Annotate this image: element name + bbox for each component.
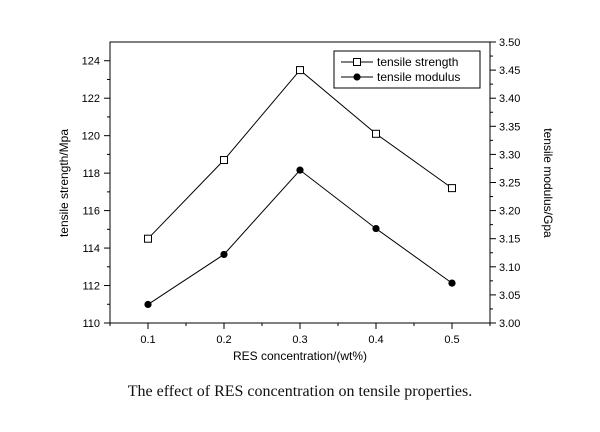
tensile-modulus-point [372,224,380,233]
y-right-tick-label: 3.45 [499,65,520,77]
tensile-modulus-point [296,166,304,174]
tensile-strength-point [296,66,304,75]
y-right-tick-label: 3.30 [499,149,520,161]
legend-box [333,50,481,89]
y-left-tick-label: 114 [82,243,100,255]
y-left-tick-label: 116 [82,206,100,218]
x-tick-label: 0.3 [292,334,307,346]
x-axis-title: RES concentration/(wt%) [233,349,367,363]
y-left-axis-title: tensile strength/Mpa [57,129,71,237]
tensile-modulus-line [147,169,453,305]
y-right-tick-label: 3.40 [499,93,520,105]
y-right-tick-label: 3.10 [499,262,520,274]
legend-modulus-label: tensile modulus [377,70,460,84]
legend-strength-marker [353,58,361,66]
figure-caption: The effect of RES concentration on tensi… [127,383,473,400]
y-right-tick-label: 3.50 [499,37,520,49]
y-left-tick-label: 122 [82,93,100,105]
y-left-tick-label: 110 [82,318,100,330]
y-left-tick-label: 120 [82,131,100,143]
legend-modulus-marker [353,73,361,81]
tensile-modulus-point [448,279,456,287]
y-left-axis-ticks: 110 112 114 116 118 120 122 124 [82,56,110,330]
tensile-modulus-point [220,250,228,259]
x-tick-label: 0.4 [368,334,383,346]
series-layer [144,66,456,309]
tensile-strength-point [372,129,380,138]
tensile-strength-point [220,156,228,165]
tensile-strength-point [144,234,152,243]
legend-strength-label: tensile strength [377,55,458,69]
x-tick-label: 0.1 [140,334,155,346]
y-left-tick-label: 112 [82,281,100,293]
tensile-strength-point [448,184,456,193]
x-axis-ticks: 0.1 0.2 0.3 0.4 0.5 [109,323,491,346]
y-right-tick-label: 3.00 [499,318,520,330]
x-tick-label: 0.2 [216,334,231,346]
y-right-tick-label: 3.35 [499,121,520,133]
y-left-tick-label: 118 [82,168,100,180]
y-right-axis-ticks: 3.00 3.05 3.10 3.15 3.20 3.25 3.30 3.35 3.40 3.45… [490,37,520,330]
y-right-tick-label: 3.05 [499,290,520,302]
y-right-tick-label: 3.25 [499,178,520,190]
tensile-strength-line [147,69,453,240]
y-right-tick-label: 3.20 [499,206,520,218]
y-right-tick-label: 3.15 [499,234,520,246]
legend: tensile strength tensile modulus [333,50,481,89]
y-right-axis-title: tensile modulus/Gpa [541,128,555,238]
y-left-tick-label: 124 [82,56,100,68]
tensile-modulus-point [144,300,152,309]
x-tick-label: 0.5 [444,334,459,346]
